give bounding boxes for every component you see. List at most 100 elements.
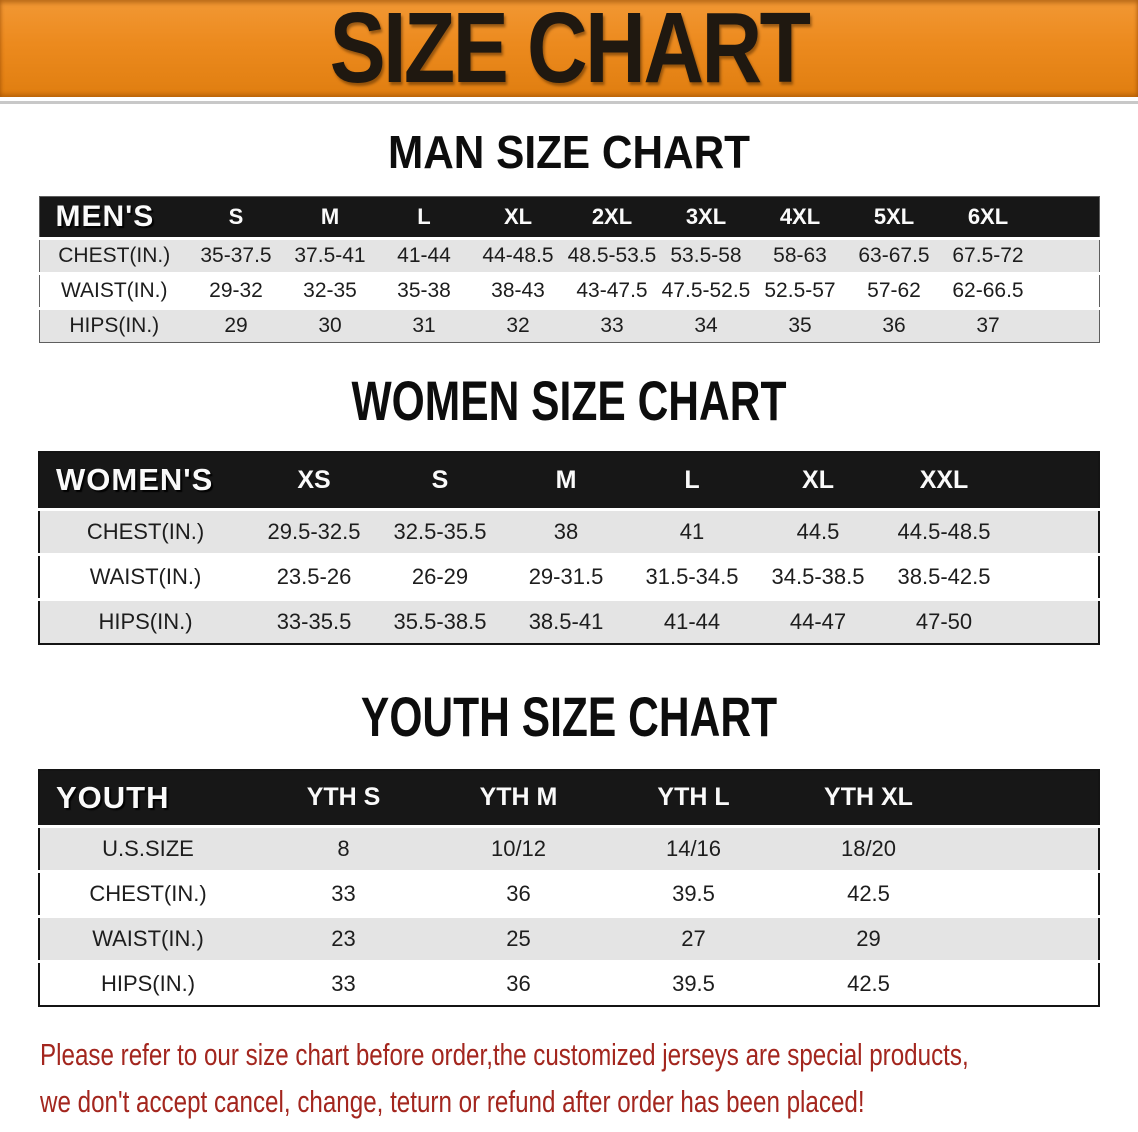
size-column-header: 3XL: [659, 196, 753, 240]
measure-row-label: U.S.SIZE: [39, 826, 256, 873]
measure-row: WAIST(IN.) 23.5-26 26-29 29-31.5 31.5-34.5 34…: [39, 554, 1099, 601]
size-column-header: YTH S: [256, 769, 431, 828]
size-value-cell: 36: [431, 871, 606, 918]
size-value-cell: 35.5-38.5: [393, 608, 487, 634]
size-value-cell: 42.5: [847, 971, 890, 996]
size-value-cell: 33: [331, 971, 356, 996]
size-column-header: 6XL: [941, 196, 1035, 240]
measure-row-label: WAIST(IN.): [39, 554, 251, 601]
size-value-cell: 62-66.5: [941, 273, 1035, 310]
size-value-cell: 38-43: [471, 273, 565, 310]
size-value-cell: 44-48.5: [471, 238, 565, 275]
filler-cell: [1007, 554, 1099, 601]
measure-row: WAIST(IN.) 23 25 27 29: [39, 916, 1099, 963]
size-value-cell: 23: [256, 916, 431, 963]
measure-row-label: CHEST(IN.): [39, 871, 256, 918]
youth-size-section: YOUTH SIZE CHART YOUTH YTH S YTH M YTH L YTH…: [0, 688, 1138, 1007]
filler-cell: [956, 871, 1099, 918]
size-value-cell: 33: [256, 871, 431, 918]
measure-row-label: CHEST(IN.): [39, 238, 189, 275]
size-column-header: XL: [755, 452, 881, 511]
filler-cell: [1007, 452, 1099, 511]
measure-row-label: HIPS(IN.): [69, 314, 160, 337]
size-value-cell: 23.5-26: [251, 554, 377, 601]
size-column-header: YTH XL: [781, 769, 956, 828]
size-header-row: MEN'S S M L XL 2XL 3XL 4XL 5XL 6XL: [39, 196, 1099, 240]
size-value-cell: 47-50: [915, 608, 973, 634]
size-value-cell: 44.5-48.5: [881, 509, 1007, 556]
measure-row: CHEST(IN.) 35-37.5 37.5-41 41-44 44-48.5 48.5…: [39, 238, 1099, 275]
size-value-cell: 41: [629, 509, 755, 556]
filler-cell: [956, 962, 1099, 1007]
size-value-cell: 25: [431, 916, 606, 963]
size-value-cell: 38.5-41: [528, 608, 604, 634]
size-value-cell: 29.5-32.5: [251, 509, 377, 556]
size-column-header: XS: [251, 452, 377, 511]
size-value-cell: 10/12: [431, 826, 606, 873]
size-column-header: M: [503, 452, 629, 511]
size-value-cell: 31.5-34.5: [629, 554, 755, 601]
women-section-heading: WOMEN SIZE CHART: [351, 369, 787, 432]
size-value-cell: 48.5-53.5: [565, 238, 659, 275]
size-value-cell: 8: [256, 826, 431, 873]
size-value-cell: 34: [694, 314, 718, 337]
measure-row: CHEST(IN.) 33 36 39.5 42.5: [39, 871, 1099, 918]
size-value-cell: 53.5-58: [659, 238, 753, 275]
measure-row-label: WAIST(IN.): [39, 916, 256, 963]
women-size-table: WOMEN'S XS S M L XL XXL CHEST(IN.) 29.5-32.5 32.5…: [38, 451, 1100, 645]
size-value-cell: 27: [606, 916, 781, 963]
size-header-row: YOUTH YTH S YTH M YTH L YTH XL: [39, 769, 1099, 828]
size-value-cell: 31: [412, 314, 436, 337]
size-value-cell: 58-63: [753, 238, 847, 275]
filler-cell: [1035, 273, 1099, 310]
size-value-cell: 36: [882, 314, 906, 337]
size-value-cell: 26-29: [377, 554, 503, 601]
measure-row: HIPS(IN.) 29 30 31 32 33 34 35 36 37: [39, 308, 1099, 343]
size-column-header: XXL: [881, 452, 1007, 511]
measure-row: U.S.SIZE 8 10/12 14/16 18/20: [39, 826, 1099, 873]
size-column-header: 2XL: [565, 196, 659, 240]
size-value-cell: 32-35: [283, 273, 377, 310]
size-value-cell: 63-67.5: [847, 238, 941, 275]
size-header-row: WOMEN'S XS S M L XL XXL: [39, 452, 1099, 511]
banner-title: SIZE CHART: [329, 0, 811, 104]
filler-cell: [956, 916, 1099, 963]
size-value-cell: 38.5-42.5: [881, 554, 1007, 601]
filler-cell: [1035, 196, 1099, 240]
size-value-cell: 41-44: [663, 608, 721, 634]
size-column-header: L: [629, 452, 755, 511]
measure-row: HIPS(IN.) 33-35.5 35.5-38.5 38.5-41 41-44 44-…: [39, 599, 1099, 644]
measure-row-label: WAIST(IN.): [39, 273, 189, 310]
size-chart-banner: SIZE CHART: [0, 0, 1138, 104]
size-column-header: 5XL: [847, 196, 941, 240]
filler-cell: [1007, 509, 1099, 556]
filler-cell: [1035, 238, 1099, 275]
size-value-cell: 33-35.5: [276, 608, 352, 634]
banner-divider: [0, 101, 1138, 104]
size-value-cell: 33: [600, 314, 624, 337]
size-value-cell: 32.5-35.5: [377, 509, 503, 556]
table-group-label: MEN'S: [39, 196, 189, 240]
size-value-cell: 52.5-57: [753, 273, 847, 310]
measure-row: CHEST(IN.) 29.5-32.5 32.5-35.5 38 41 44.5 44.5…: [39, 509, 1099, 556]
filler-cell: [956, 769, 1099, 828]
size-column-header: 4XL: [753, 196, 847, 240]
size-value-cell: 67.5-72: [941, 238, 1035, 275]
measure-row: HIPS(IN.) 33 36 39.5 42.5: [39, 961, 1099, 1007]
size-column-header: S: [189, 196, 283, 240]
size-value-cell: 43-47.5: [565, 273, 659, 310]
size-column-header: XL: [471, 196, 565, 240]
size-column-header: M: [283, 196, 377, 240]
size-value-cell: 38: [503, 509, 629, 556]
measure-row-label: CHEST(IN.): [39, 509, 251, 556]
size-value-cell: 36: [506, 971, 531, 996]
order-notice: Please refer to our size chart before or…: [40, 1031, 1098, 1125]
size-value-cell: 18/20: [781, 826, 956, 873]
notice-line-1: Please refer to our size chart before or…: [40, 1037, 969, 1072]
men-size-section: MAN SIZE CHART MEN'S S M L XL 2XL 3XL 4XL 5XL 6XL…: [0, 128, 1138, 343]
size-value-cell: 35-38: [377, 273, 471, 310]
size-value-cell: 37.5-41: [283, 238, 377, 275]
women-size-section: WOMEN SIZE CHART WOMEN'S XS S M L XL XXL CHEST(…: [0, 369, 1138, 645]
table-group-label: WOMEN'S: [39, 452, 251, 511]
